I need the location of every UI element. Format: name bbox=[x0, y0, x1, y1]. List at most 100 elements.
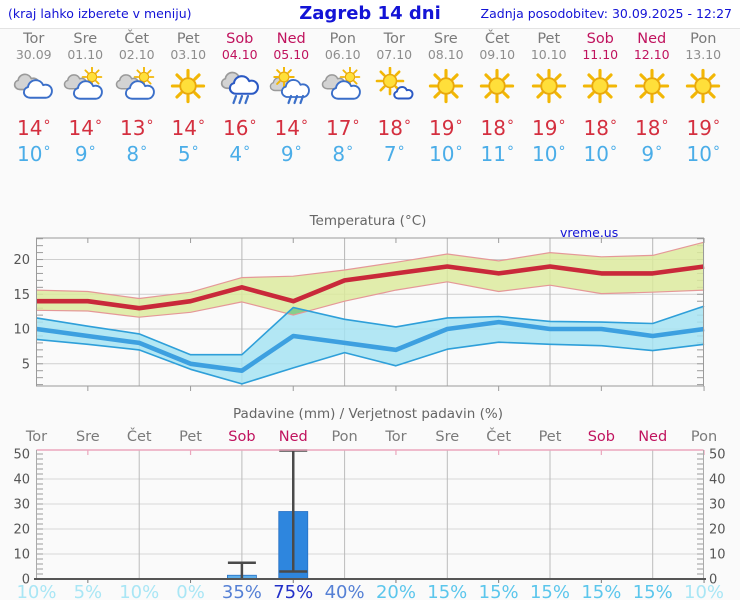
precip-probability: 10% bbox=[16, 582, 56, 600]
low-temp: 9° bbox=[280, 142, 302, 166]
svg-text:40: 40 bbox=[13, 473, 30, 488]
day-date: 08.10 bbox=[427, 47, 464, 62]
precip-day-label: Pon bbox=[691, 429, 717, 445]
sunny-icon bbox=[475, 67, 519, 105]
precip-probability: 15% bbox=[479, 582, 519, 600]
svg-text:0: 0 bbox=[709, 573, 717, 588]
high-temp: 19° bbox=[532, 116, 566, 140]
weather-icon-box bbox=[317, 62, 369, 113]
day-name: Tor bbox=[23, 31, 45, 47]
svg-text:50: 50 bbox=[709, 448, 726, 463]
sun-rain-icon bbox=[269, 67, 313, 105]
precip-probability: 15% bbox=[427, 582, 467, 600]
svg-text:50: 50 bbox=[13, 448, 30, 463]
precipitation-chart: Padavine (mm) / Verjetnost padavin (%) To… bbox=[13, 406, 726, 600]
vreme-us-link[interactable]: vreme.us bbox=[560, 225, 618, 240]
band-overlap-area bbox=[288, 307, 307, 316]
high-temp: 18° bbox=[583, 116, 617, 140]
low-temp: 8° bbox=[332, 142, 354, 166]
forecast-day: Sre 08.10 19° 10° bbox=[420, 31, 472, 166]
low-temp: 9° bbox=[74, 142, 96, 166]
precip-probability: 35% bbox=[222, 582, 262, 600]
day-name: Tor bbox=[383, 31, 405, 47]
sunny-icon bbox=[424, 67, 468, 105]
precip-probability: 15% bbox=[581, 582, 621, 600]
day-name: Čet bbox=[484, 31, 510, 47]
low-temp: 8° bbox=[126, 142, 148, 166]
day-date: 01.10 bbox=[67, 47, 104, 62]
day-name: Pon bbox=[329, 31, 356, 47]
svg-text:20: 20 bbox=[13, 253, 30, 268]
forecast-day: Tor 07.10 18° 7° bbox=[369, 31, 421, 166]
svg-text:30: 30 bbox=[13, 498, 30, 513]
precip-probability: 10% bbox=[119, 582, 159, 600]
precip-day-label: Tor bbox=[25, 429, 47, 445]
day-name: Sre bbox=[73, 31, 98, 47]
location-hint: (kraj lahko izberete v meniju) bbox=[8, 6, 192, 21]
low-temp: 5° bbox=[177, 142, 199, 166]
max-temp-line bbox=[36, 264, 705, 311]
day-name: Čet bbox=[124, 31, 150, 47]
day-date: 04.10 bbox=[221, 47, 258, 62]
precip-probability: 15% bbox=[530, 582, 570, 600]
weather-icon-box bbox=[369, 62, 421, 113]
page-header: (kraj lahko izberete v meniju) Zagreb 14… bbox=[0, 0, 740, 29]
precip-day-label: Sre bbox=[435, 429, 459, 445]
low-temp: 10° bbox=[686, 142, 720, 166]
weather-icon-box bbox=[60, 62, 112, 113]
precip-day-label: Pet bbox=[179, 429, 202, 445]
precip-probability: 0% bbox=[176, 582, 205, 600]
svg-text:Temperatura (°C): Temperatura (°C) bbox=[309, 213, 427, 229]
day-date: 11.10 bbox=[582, 47, 619, 62]
precip-day-label: Čet bbox=[486, 427, 511, 445]
high-temp: 14° bbox=[171, 116, 205, 140]
day-date: 02.10 bbox=[118, 47, 155, 62]
low-temp: 10° bbox=[532, 142, 566, 166]
day-date: 10.10 bbox=[530, 47, 567, 62]
high-temp: 18° bbox=[635, 116, 669, 140]
forecast-strip: Tor 30.09 14° 10° Sre 01.10 14° 9° Čet 02.10 13° 8°… bbox=[8, 31, 729, 166]
day-date: 13.10 bbox=[685, 47, 722, 62]
low-temp: 11° bbox=[480, 142, 514, 166]
weather-icon-box bbox=[111, 62, 163, 113]
sun-cloud-icon bbox=[63, 67, 107, 105]
high-temp: 14° bbox=[17, 116, 51, 140]
high-temp: 19° bbox=[429, 116, 463, 140]
day-date: 03.10 bbox=[170, 47, 207, 62]
svg-text:15: 15 bbox=[13, 288, 30, 303]
high-temp: 18° bbox=[377, 116, 411, 140]
svg-text:40: 40 bbox=[709, 473, 726, 488]
precip-probability: 15% bbox=[633, 582, 673, 600]
sunny-icon bbox=[527, 67, 571, 105]
sun-small-cloud-icon bbox=[372, 67, 416, 105]
high-temp: 14° bbox=[68, 116, 102, 140]
high-temp: 17° bbox=[326, 116, 360, 140]
high-temp: 19° bbox=[686, 116, 720, 140]
precip-day-label: Pet bbox=[539, 429, 562, 445]
day-date: 07.10 bbox=[376, 47, 413, 62]
weather-icon-box bbox=[472, 62, 524, 113]
sun-cloud-icon bbox=[115, 67, 159, 105]
weather-icon-box bbox=[626, 62, 678, 113]
low-temp: 7° bbox=[383, 142, 405, 166]
precip-probability: 75% bbox=[273, 582, 313, 600]
temperature-chart: Temperatura (°C) vreme.us 5 10 15 20 bbox=[13, 213, 705, 391]
precip-probability: 20% bbox=[376, 582, 416, 600]
forecast-day: Pet 10.10 19° 10° bbox=[523, 31, 575, 166]
weather-icon-box bbox=[163, 62, 215, 113]
forecast-day: Čet 09.10 18° 11° bbox=[472, 31, 524, 166]
day-name: Ned bbox=[276, 31, 306, 47]
day-name: Sob bbox=[586, 31, 614, 47]
precip-day-label: Pon bbox=[331, 429, 357, 445]
high-temp: 18° bbox=[480, 116, 514, 140]
svg-text:5: 5 bbox=[22, 357, 30, 372]
svg-text:10: 10 bbox=[13, 548, 30, 563]
svg-text:10: 10 bbox=[13, 323, 30, 338]
high-temp: 16° bbox=[223, 116, 257, 140]
forecast-day: Sob 04.10 16° 4° bbox=[214, 31, 266, 166]
sunny-icon bbox=[578, 67, 622, 105]
precip-day-label: Tor bbox=[384, 429, 406, 445]
high-temp: 14° bbox=[274, 116, 308, 140]
precip-day-label: Sob bbox=[228, 429, 255, 445]
low-temp: 9° bbox=[641, 142, 663, 166]
